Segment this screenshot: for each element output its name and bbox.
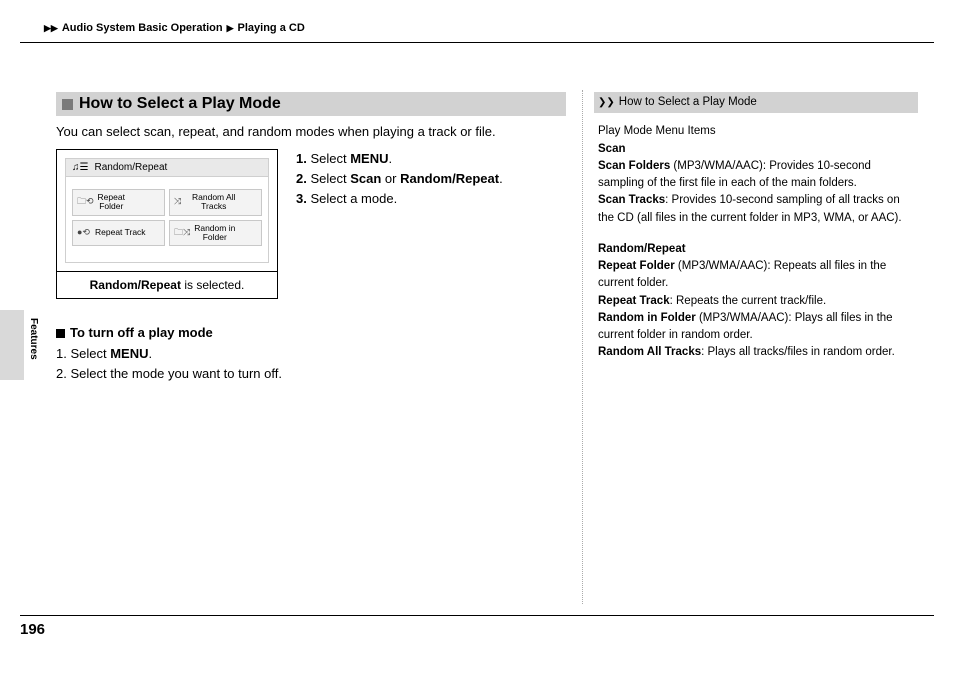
term-bold: Random in Folder <box>598 312 696 324</box>
screen-header: ♫☰ Random/Repeat <box>66 159 268 177</box>
step-bold: Random/Repeat <box>400 171 499 186</box>
breadcrumb-section: Audio System Basic Operation <box>62 22 223 34</box>
scan-label: Scan <box>598 143 626 155</box>
term-bold: Repeat Track <box>598 295 670 307</box>
screen-btn-random-in-folder: 🗀⤨ Random in Folder <box>169 220 262 247</box>
random-all-icon: ⤨ <box>174 197 188 207</box>
square-bullet-icon <box>62 99 73 110</box>
scan-folders-line: Scan Folders (MP3/WMA/AAC): Provides 10-… <box>598 158 918 193</box>
repeat-track-icon: ●⟲ <box>77 228 91 238</box>
step-text: Select <box>70 346 110 361</box>
screen-body: 🗀⟲ Repeat Folder ⤨ Random All Tracks ●⟲ … <box>66 177 268 262</box>
breadcrumb-subsection: Playing a CD <box>238 22 305 34</box>
term-bold: Scan Folders <box>598 160 670 172</box>
page-number: 196 <box>20 621 45 638</box>
repeat-track-line: Repeat Track: Repeats the current track/… <box>598 293 918 310</box>
term-bold: Random All Tracks <box>598 346 701 358</box>
term-bold: Repeat Folder <box>598 260 675 272</box>
side-tab-bg <box>0 310 24 380</box>
column-divider <box>582 90 583 604</box>
step-text: . <box>499 171 503 186</box>
screen-header-text: Random/Repeat <box>94 162 167 173</box>
step-text: . <box>389 151 393 166</box>
step-3: 3. Select a mode. <box>296 189 503 209</box>
step-text: Select the mode you want to turn off. <box>70 366 282 381</box>
step-text: or <box>381 171 400 186</box>
sidebar-scan-block: Play Mode Menu Items Scan Scan Folders (… <box>594 123 918 227</box>
intro-text: You can select scan, repeat, and random … <box>56 124 566 139</box>
rr-label: Random/Repeat <box>598 243 686 255</box>
breadcrumb: ▶▶ Audio System Basic Operation ▶ Playin… <box>44 22 305 34</box>
btn-label: Repeat Track <box>95 228 146 237</box>
step-1: 1. Select MENU. <box>296 149 503 169</box>
triangle-icon: ▶▶ <box>44 23 58 34</box>
btn-label: Random All Tracks <box>192 193 235 212</box>
section-title: How to Select a Play Mode <box>79 95 281 113</box>
steps-list: 1. Select MENU. 2. Select Scan or Random… <box>296 149 503 209</box>
step-2: 2. Select Scan or Random/Repeat. <box>296 169 503 189</box>
step-bold: MENU <box>110 346 148 361</box>
side-tab-label: Features <box>28 318 39 360</box>
random-in-folder-line: Random in Folder (MP3/WMA/AAC): Plays al… <box>598 310 918 345</box>
screen-btn-repeat-folder: 🗀⟲ Repeat Folder <box>72 189 165 216</box>
top-rule <box>20 42 934 43</box>
screen-mockup: ♫☰ Random/Repeat 🗀⟲ Repeat Folder ⤨ Rand… <box>65 158 269 263</box>
figure-caption-rest: is selected. <box>181 278 244 292</box>
btn-label: Random in Folder <box>194 224 235 243</box>
sidebar-rr-block: Random/Repeat Repeat Folder (MP3/WMA/AAC… <box>594 241 918 362</box>
term-rest: : Repeats the current track/file. <box>670 295 827 307</box>
screen-btn-repeat-track: ●⟲ Repeat Track <box>72 220 165 247</box>
square-bullet-icon <box>56 329 65 338</box>
sidebar-title-bar: ❯❯ How to Select a Play Mode <box>594 92 918 113</box>
term-bold: Scan Tracks <box>598 194 665 206</box>
repeat-folder-icon: 🗀⟲ <box>77 197 94 207</box>
bottom-rule <box>20 615 934 616</box>
turnoff-step-1: 1. Select MENU. <box>56 344 566 364</box>
random-all-line: Random All Tracks: Plays all tracks/file… <box>598 344 918 361</box>
triangle-icon: ▶ <box>227 23 234 34</box>
content-row: ♫☰ Random/Repeat 🗀⟲ Repeat Folder ⤨ Rand… <box>56 149 566 299</box>
figure-caption: Random/Repeat is selected. <box>57 271 277 298</box>
step-text: Select <box>310 151 350 166</box>
scan-tracks-line: Scan Tracks: Provides 10-second sampling… <box>598 192 918 227</box>
step-bold: MENU <box>350 151 388 166</box>
info-icon: ❯❯ <box>598 95 615 110</box>
figure-caption-bold: Random/Repeat <box>90 278 181 292</box>
term-rest: : Plays all tracks/files in random order… <box>701 346 895 358</box>
turnoff-block: To turn off a play mode 1. Select MENU. … <box>56 323 566 383</box>
screen-btn-random-all: ⤨ Random All Tracks <box>169 189 262 216</box>
menu-items-label: Play Mode Menu Items <box>598 123 918 140</box>
turnoff-step-2: 2. Select the mode you want to turn off. <box>56 364 566 384</box>
step-text: Select <box>310 171 350 186</box>
turnoff-heading-text: To turn off a play mode <box>70 323 213 343</box>
step-bold: Scan <box>350 171 381 186</box>
music-note-icon: ♫☰ <box>72 162 88 173</box>
section-title-bar: How to Select a Play Mode <box>56 92 566 116</box>
step-text: Select a mode. <box>310 191 397 206</box>
sidebar-title: How to Select a Play Mode <box>619 94 757 111</box>
step-text: . <box>149 346 153 361</box>
repeat-folder-line: Repeat Folder (MP3/WMA/AAC): Repeats all… <box>598 258 918 293</box>
turnoff-heading: To turn off a play mode <box>56 323 566 343</box>
btn-label: Repeat Folder <box>98 193 125 212</box>
figure-box: ♫☰ Random/Repeat 🗀⟲ Repeat Folder ⤨ Rand… <box>56 149 278 299</box>
random-in-folder-icon: 🗀⤨ <box>174 228 190 238</box>
main-column: How to Select a Play Mode You can select… <box>56 92 566 384</box>
sidebar-column: ❯❯ How to Select a Play Mode Play Mode M… <box>594 92 918 376</box>
